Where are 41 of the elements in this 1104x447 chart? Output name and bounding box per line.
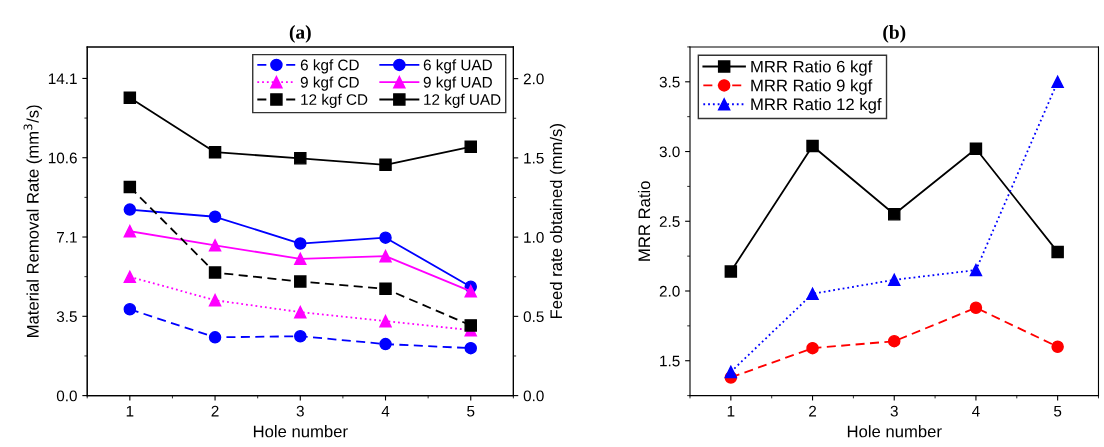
y-tick-label: 1.5 [660,355,680,367]
y-tick-label: 3.5 [659,76,680,88]
legend-label: 12 kgf CD [301,93,368,108]
y-tick-label: 2.5 [659,216,680,227]
legend-label: 6 kgf UAD [423,59,492,74]
x-axis-title: Hole number [253,425,348,438]
x-axis-title: Hole number [847,425,942,438]
y2-tick-label: 2.0 [523,73,544,85]
y-tick-label: 2.0 [659,285,680,297]
y2-tick-label: 1.0 [524,231,544,243]
y-tick-label: 3.0 [659,146,680,158]
y-tick-label: 0.0 [56,390,77,402]
x-tick-label: 4 [381,405,390,417]
x-tick-label: 3 [890,405,898,417]
x-tick-label: 1 [126,405,134,417]
y-tick-label: 7.1 [57,232,77,243]
legend-label: 9 kgf CD [300,76,359,91]
x-tick-label: 2 [809,405,817,417]
legend-label: 6 kgf CD [300,59,359,74]
chart-title: (a) [289,25,311,43]
x-tick-label: 3 [296,405,304,417]
y2-tick-label: 0.0 [523,390,544,402]
x-tick-label: 2 [211,405,219,417]
x-tick-label: 4 [972,405,980,417]
legend-label: 12 kgf UAD [424,93,501,108]
x-tick-label: 1 [727,405,735,417]
y2-axis-title: Feed rate obtained (mm/s) [549,124,566,319]
legend-label: MRR Ratio 12 kgf [751,98,882,114]
y2-tick-label: 1.5 [524,152,544,164]
x-tick-label: 5 [467,405,475,417]
y-axis-title: MRR Ratio [637,181,651,261]
x-tick-label: 5 [1054,405,1062,417]
y-axis-title: Material Removal Rate (mm$^{3}$/s) [23,105,43,337]
legend-label: MRR Ratio 9 kgf [751,79,873,95]
legend-label: 9 kgf UAD [423,76,492,91]
y-tick-label: 3.5 [56,311,77,322]
legend-label: MRR Ratio 6 kgf [751,60,873,76]
y-tick-label: 10.6 [48,152,77,164]
y2-tick-label: 0.5 [523,311,544,323]
chart-title: (b) [883,25,906,43]
y-tick-label: 14.1 [48,73,77,84]
